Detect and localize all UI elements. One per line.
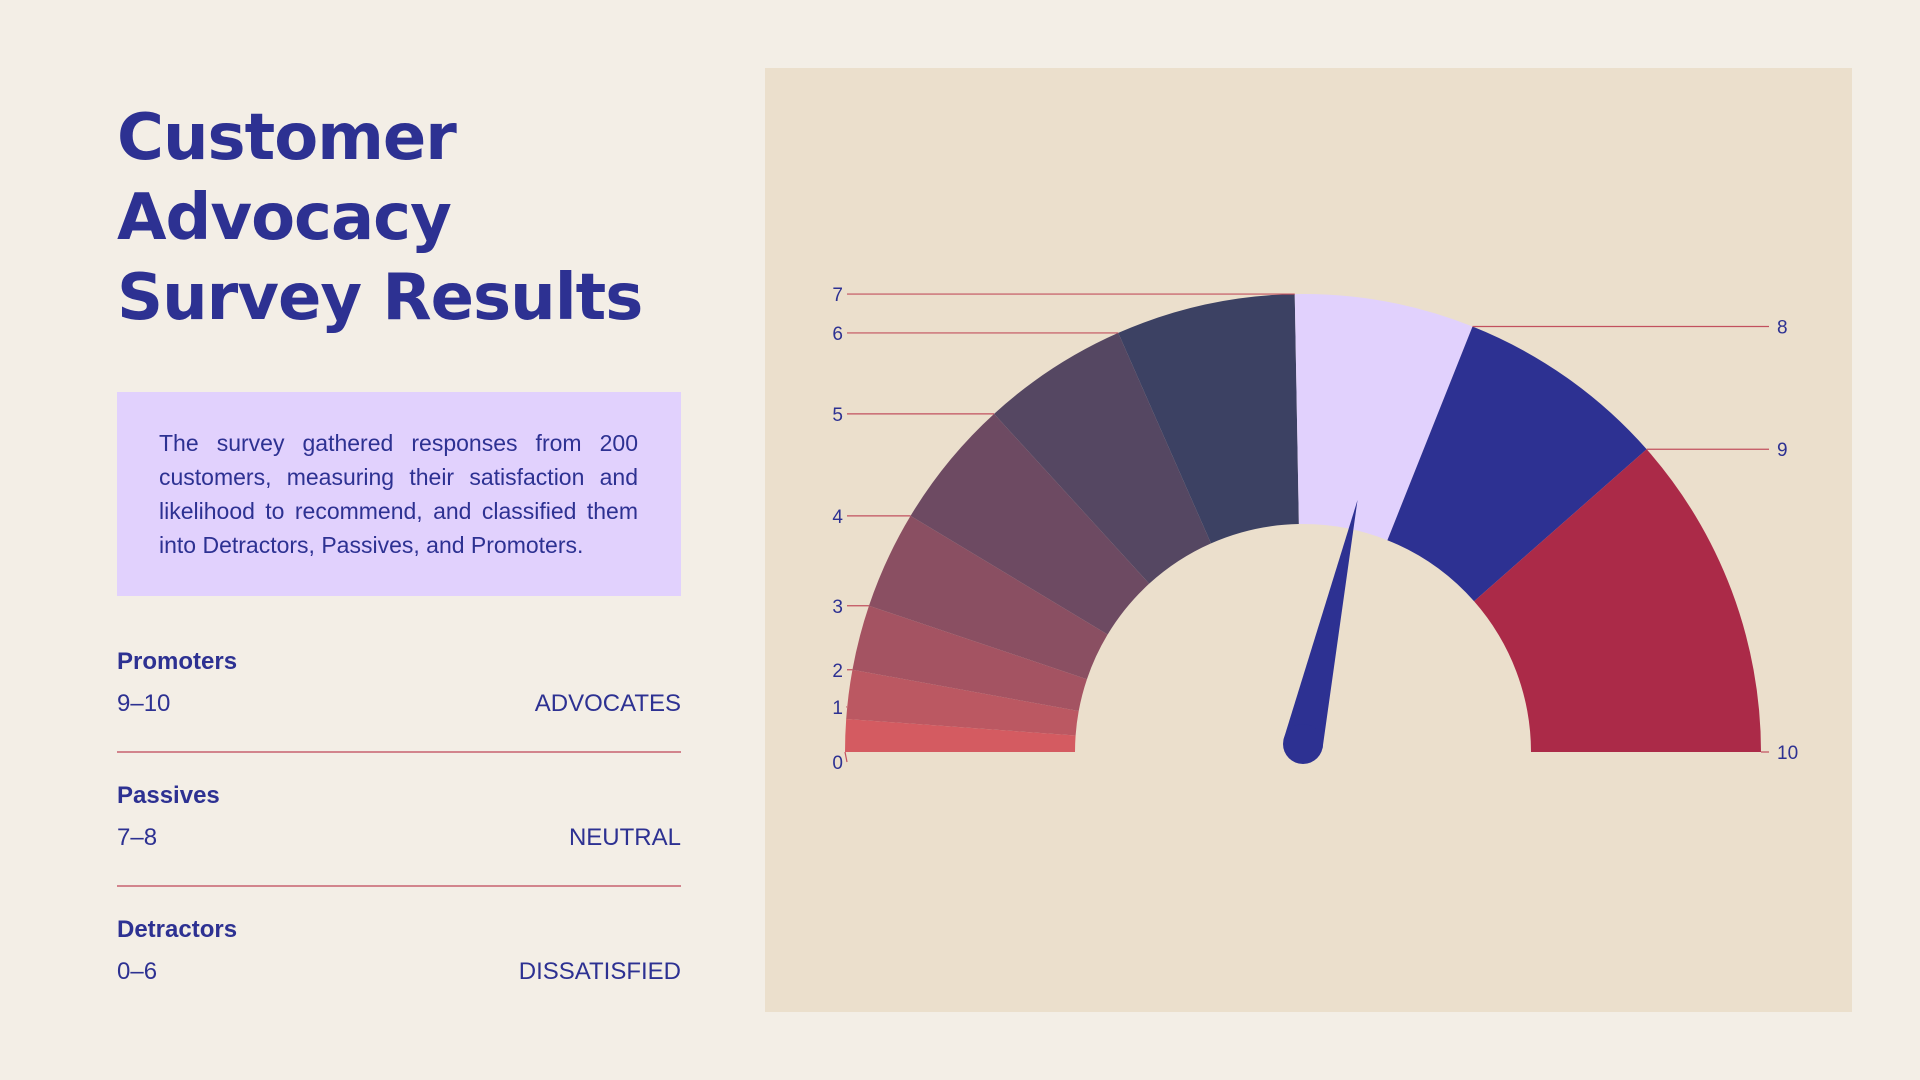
leader-line-0 (844, 751, 848, 763)
tick-label-2: 2 (832, 661, 843, 682)
gauge-segment-2 (846, 669, 1079, 736)
tick-label-3: 3 (832, 597, 843, 618)
category-label: DISSATISFIED (518, 958, 681, 985)
category-name: Passives (117, 782, 220, 809)
tick-label-10: 10 (1777, 743, 1798, 764)
tick-label-6: 6 (832, 324, 843, 345)
tick-label-4: 4 (832, 507, 843, 528)
page-title: Customer Advocacy Survey Results (117, 98, 677, 338)
gauge-chart: 0 1 2 3 4 5 6 7 8 9 10 (832, 285, 1798, 774)
category-range: 9–10 (117, 690, 171, 717)
tick-label-7: 7 (832, 285, 843, 306)
description-text: The survey gathered responses from 200 c… (159, 430, 638, 558)
gauge-segment-6 (994, 332, 1212, 584)
gauge-segment-1 (845, 718, 1076, 752)
gauge-segment-4 (868, 515, 1108, 680)
category-name: Detractors (117, 916, 238, 943)
tick-label-5: 5 (832, 405, 843, 426)
title-line-3: Survey Results (117, 261, 643, 335)
tick-label-9: 9 (1777, 440, 1788, 461)
description-box: The survey gathered responses from 200 c… (117, 392, 681, 596)
category-label: NEUTRAL (568, 824, 681, 851)
gauge-segment-9 (1387, 326, 1647, 602)
category-passives: Passives 7–8 NEUTRAL (117, 782, 681, 852)
gauge-panel: 0 1 2 3 4 5 6 7 8 9 10 (765, 68, 1852, 1012)
needle-hub (1283, 724, 1323, 764)
gauge-segment-3 (852, 605, 1087, 712)
gauge-segment-7 (1118, 294, 1299, 544)
title-line-2: Advocacy (117, 181, 452, 255)
category-name: Promoters (117, 648, 238, 675)
category-row: 0–6 DISSATISFIED (117, 958, 681, 986)
divider (117, 751, 681, 753)
divider (117, 885, 681, 887)
gauge-segment-10 (1474, 449, 1761, 752)
gauge-segment-8 (1294, 294, 1473, 541)
category-row: 9–10 ADVOCATES (117, 690, 681, 718)
category-range: 0–6 (117, 958, 158, 985)
title-line-1: Customer (117, 101, 457, 175)
category-label: ADVOCATES (534, 690, 681, 717)
category-promoters: Promoters 9–10 ADVOCATES (117, 648, 681, 718)
gauge-needle (1283, 500, 1358, 749)
category-detractors: Detractors 0–6 DISSATISFIED (117, 916, 681, 986)
tick-label-1: 1 (832, 698, 843, 719)
category-row: 7–8 NEUTRAL (117, 824, 681, 852)
tick-label-8: 8 (1777, 318, 1788, 339)
tick-label-0: 0 (832, 753, 843, 774)
category-range: 7–8 (117, 824, 158, 851)
gauge-segment-5 (910, 413, 1150, 635)
